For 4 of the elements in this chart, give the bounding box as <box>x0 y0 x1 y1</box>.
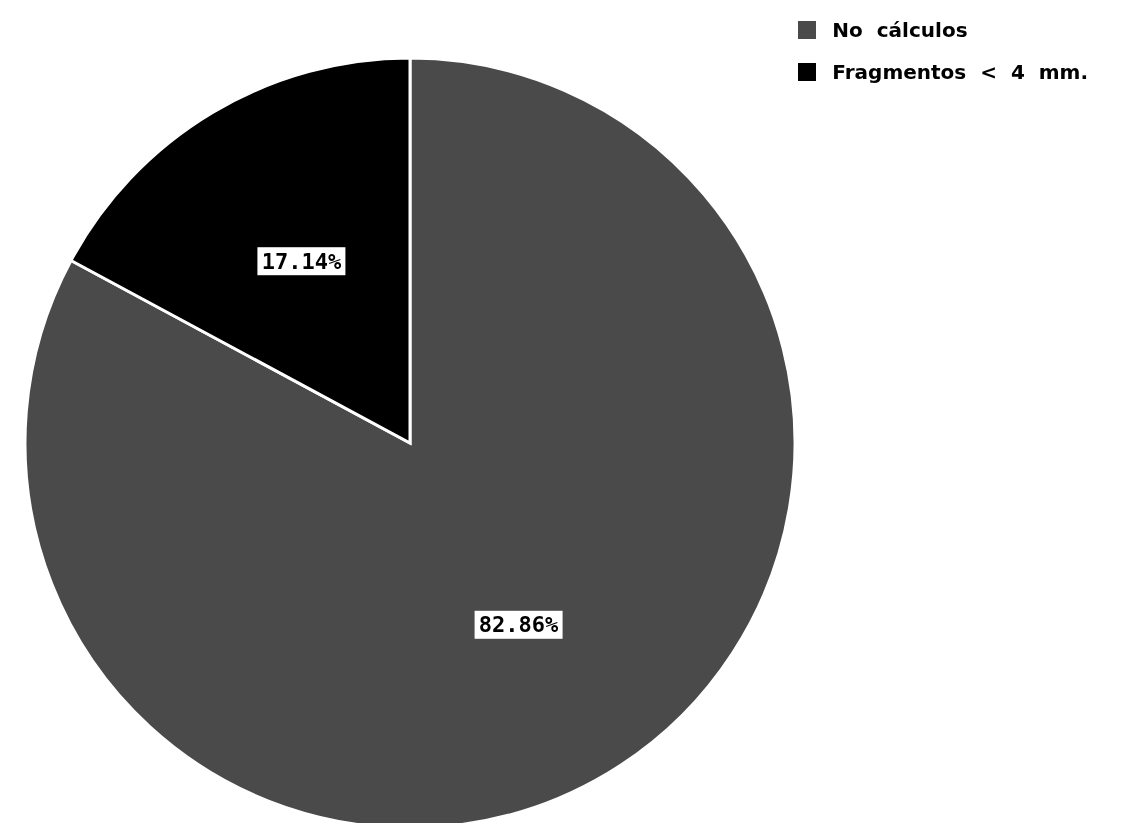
legend-label: Fragmentos < 4 mm. <box>832 60 1088 84</box>
legend-label: No cálculos <box>832 18 968 42</box>
data-label: 82.86% <box>478 612 560 638</box>
data-label: 17.14% <box>261 248 342 274</box>
